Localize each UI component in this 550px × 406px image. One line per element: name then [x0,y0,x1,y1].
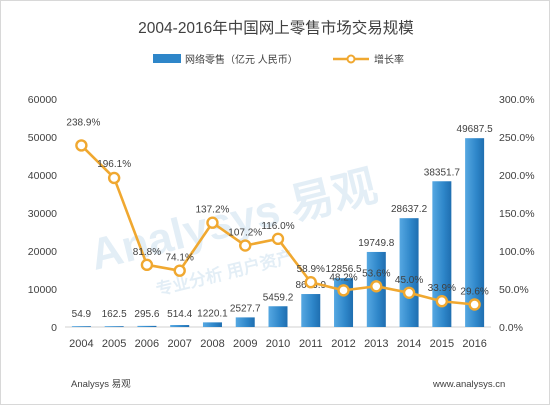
growth-value-label: 116.0% [261,221,294,232]
x-tick-label: 2015 [430,338,454,350]
growth-point-2005 [107,171,121,185]
bar-value-label: 162.5 [102,309,127,320]
bar-2005 [104,326,124,327]
growth-value-label: 196.1% [97,159,131,170]
y-left-tick-label: 0 [51,322,57,334]
growth-point-2010 [271,232,285,246]
x-tick-label: 2016 [462,338,486,350]
legend-label-growth: 增长率 [374,53,404,66]
bar-2011 [301,294,321,327]
x-tick-label: 2014 [397,338,421,350]
growth-point-2014 [402,286,416,299]
x-tick-label: 2005 [102,338,126,350]
legend-item-growth: 增长率 [333,53,404,66]
bar-value-label: 514.4 [167,309,192,320]
growth-value-label: 74.1% [166,253,194,264]
footer-url: www.analysys.cn [432,379,505,390]
bar-2015 [432,181,452,327]
bar-2016 [465,138,485,327]
x-tick-label: 2006 [135,338,159,350]
bar-value-label: 19749.8 [358,238,395,249]
bar-value-label: 5459.2 [263,292,294,303]
x-tick-label: 2013 [364,338,388,350]
legend: 网络零售（亿元 人民币） 增长率 [153,53,404,66]
growth-value-label: 48.2% [329,272,357,283]
bar-2014 [399,218,419,327]
bar-2004 [71,326,91,327]
bar-value-label: 54.9 [72,309,92,320]
x-tick-label: 2008 [200,338,224,350]
bar-2008 [202,322,222,327]
growth-point-2007 [173,264,186,277]
bar-value-label: 12856.5 [325,264,362,275]
footer-brand: Analysys 易观 [71,379,131,390]
growth-point-2009 [239,239,252,252]
growth-value-label: 81.8% [133,247,161,258]
y-right-tick-label: 50.0% [499,284,529,296]
footer: Analysys 易观 www.analysys.cn [71,379,505,390]
bar-value-label: 28637.2 [391,204,428,215]
y-left-tick-label: 20000 [28,246,57,258]
growth-point-2008 [206,216,219,229]
y-left-tick-label: 40000 [28,170,57,182]
growth-value-label: 45.0% [395,275,423,286]
x-tick-label: 2012 [331,338,355,350]
y-axis-right: 0.0% 50.0% 100.0% 150.0% 200.0% 250.0% 300.0% [499,94,535,334]
y-left-tick-label: 60000 [28,94,57,106]
y-right-tick-label: 0.0% [499,322,523,334]
y-left-tick-label: 30000 [28,208,57,220]
x-tick-label: 2007 [167,338,191,350]
legend-swatch-marker [346,54,356,64]
growth-value-label: 107.2% [228,228,262,239]
growth-value-label: 58.9% [297,264,325,275]
x-tick-label: 2010 [266,338,290,350]
bar-value-label: 38351.7 [424,167,461,178]
bar-value-label: 1220.1 [197,308,228,319]
y-right-tick-label: 150.0% [499,208,535,220]
growth-point-2011 [304,276,317,289]
growth-value-label: 29.6% [460,287,488,298]
x-tick-label: 2009 [233,338,257,350]
growth-value-labels: 238.9% 196.1% 81.8% 74.1% 137.2% 107.2%116.0%… [66,117,488,297]
y-right-tick-label: 200.0% [499,170,535,182]
bar-2009 [235,317,255,327]
y-right-tick-label: 300.0% [499,94,535,106]
bar-2010 [268,306,288,327]
growth-value-label: 33.9% [428,283,456,294]
y-right-tick-label: 100.0% [499,246,535,258]
x-tick-label: 2004 [69,338,93,350]
growth-line-series [75,139,481,311]
x-tick-label: 2011 [299,338,323,350]
growth-point-2004 [75,139,88,152]
y-right-tick-label: 250.0% [499,132,535,144]
growth-point-2015 [435,295,449,308]
bar-value-label: 49687.5 [457,124,494,135]
y-axis-left: 0 10000 20000 30000 40000 50000 60000 [28,94,57,334]
bar-2006 [137,325,157,327]
growth-point-2006 [140,258,154,272]
y-left-tick-label: 10000 [28,284,57,296]
bar-2007 [170,325,190,327]
growth-value-label: 238.9% [66,117,100,128]
growth-point-2013 [370,280,383,293]
growth-value-label: 53.6% [362,268,390,279]
growth-point-2012 [337,284,350,297]
legend-label-sales: 网络零售（亿元 人民币） [185,53,298,66]
growth-point-2016 [468,298,481,311]
chart-title: 2004-2016年中国网上零售市场交易规模 [138,19,414,37]
legend-item-sales: 网络零售（亿元 人民币） [153,53,298,66]
bar-value-label: 2527.7 [230,303,261,314]
growth-value-label: 137.2% [196,205,230,216]
y-left-tick-label: 50000 [28,132,57,144]
x-axis: 2004 2005 2006 2007 2008 2009 2010 2011 2012 2013… [69,338,487,350]
legend-swatch-bar [153,54,181,63]
bar-value-label: 295.6 [134,309,159,320]
